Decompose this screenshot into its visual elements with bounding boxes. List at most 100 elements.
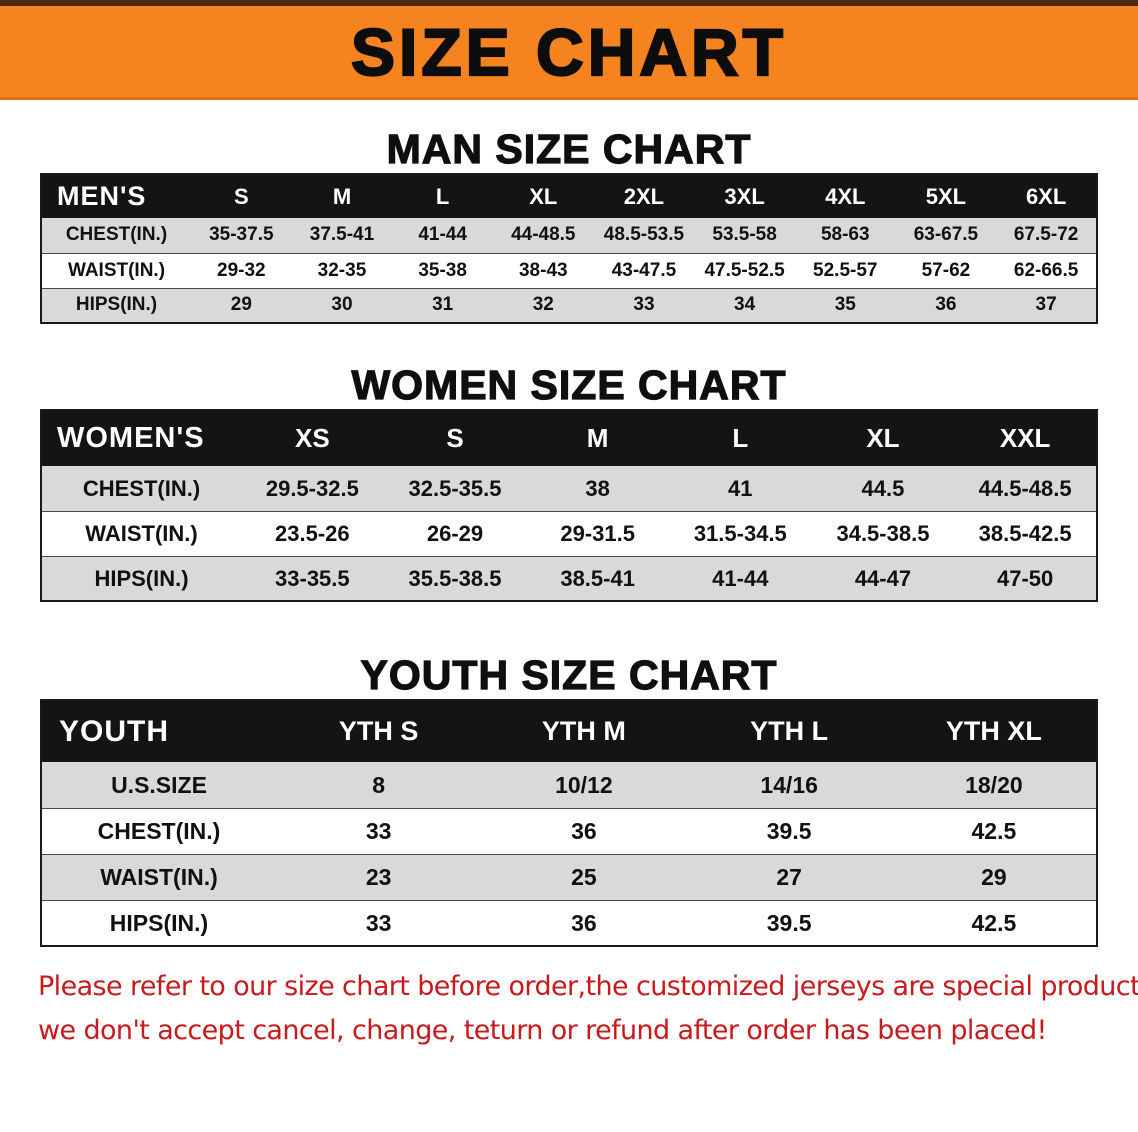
order-policy-note: Please refer to our size chart before or… bbox=[38, 965, 1138, 1051]
row-label: WAIST(IN.) bbox=[41, 854, 276, 901]
size-value: 47-50 bbox=[954, 556, 1097, 602]
row-label: HIPS(IN.) bbox=[41, 288, 191, 324]
size-value: 26-29 bbox=[383, 511, 527, 557]
size-value: 41 bbox=[668, 466, 812, 512]
size-value: 30 bbox=[291, 288, 393, 324]
size-column-header: 3XL bbox=[694, 174, 795, 219]
size-value: 8 bbox=[276, 762, 482, 809]
size-value: 44.5 bbox=[811, 466, 955, 512]
size-value: 35-37.5 bbox=[191, 218, 292, 254]
size-value: 44-48.5 bbox=[492, 218, 594, 254]
size-value: 42.5 bbox=[891, 808, 1097, 855]
table-row: CHEST(IN.) 29.5-32.5 32.5-35.5 38 41 44.5 44.5… bbox=[41, 466, 1097, 512]
banner-title: SIZE CHART bbox=[350, 14, 787, 89]
size-value: 33 bbox=[593, 288, 695, 324]
table-header-row: MEN'S S M L XL 2XL 3XL 4XL 5XL 6XL bbox=[41, 174, 1097, 219]
size-column-header: YTH M bbox=[481, 700, 687, 763]
size-value: 39.5 bbox=[686, 808, 892, 855]
table-row: HIPS(IN.) 33-35.5 35.5-38.5 38.5-41 41-44 44-… bbox=[41, 556, 1097, 602]
size-value: 23 bbox=[276, 854, 482, 901]
size-value: 29-32 bbox=[191, 253, 292, 289]
row-label: CHEST(IN.) bbox=[41, 808, 276, 855]
size-column-header: XXL bbox=[954, 410, 1097, 467]
size-column-header: 5XL bbox=[895, 174, 997, 219]
size-value: 38 bbox=[526, 466, 669, 512]
table-row: WAIST(IN.) 23 25 27 29 bbox=[41, 854, 1097, 901]
size-value: 43-47.5 bbox=[593, 253, 695, 289]
size-value: 29-31.5 bbox=[526, 511, 669, 557]
size-value: 35.5-38.5 bbox=[383, 556, 527, 602]
size-value: 33-35.5 bbox=[241, 556, 384, 602]
size-value: 33 bbox=[276, 900, 482, 947]
table-row: HIPS(IN.) 33 36 39.5 42.5 bbox=[41, 900, 1097, 947]
size-value: 35 bbox=[794, 288, 896, 324]
size-column-header: M bbox=[291, 174, 393, 219]
size-column-header: L bbox=[668, 410, 812, 467]
table-corner-label: WOMEN'S bbox=[41, 410, 241, 467]
size-value: 36 bbox=[481, 900, 687, 947]
size-value: 34.5-38.5 bbox=[811, 511, 955, 557]
youth-size-table: YOUTH YTH S YTH M YTH L YTH XL U.S.SIZE 8 10/12… bbox=[40, 699, 1098, 948]
size-value: 31 bbox=[392, 288, 493, 324]
size-column-header: S bbox=[383, 410, 527, 467]
table-row: WAIST(IN.) 29-32 32-35 35-38 38-43 43-47.5 47.… bbox=[41, 253, 1097, 289]
size-value: 53.5-58 bbox=[694, 218, 795, 254]
size-column-header: 4XL bbox=[794, 174, 896, 219]
table-row: CHEST(IN.) 33 36 39.5 42.5 bbox=[41, 808, 1097, 855]
size-column-header: 2XL bbox=[593, 174, 695, 219]
size-value: 36 bbox=[895, 288, 997, 324]
size-value: 67.5-72 bbox=[996, 218, 1097, 254]
size-value: 38.5-41 bbox=[526, 556, 669, 602]
table-header-row: WOMEN'S XS S M L XL XXL bbox=[41, 410, 1097, 467]
size-value: 25 bbox=[481, 854, 687, 901]
womens-size-table: WOMEN'S XS S M L XL XXL CHEST(IN.) 29.5-32.5 32.5… bbox=[40, 409, 1098, 603]
row-label: WAIST(IN.) bbox=[41, 511, 241, 557]
row-label: WAIST(IN.) bbox=[41, 253, 191, 289]
size-value: 41-44 bbox=[668, 556, 812, 602]
row-label: CHEST(IN.) bbox=[41, 218, 191, 254]
size-value: 32 bbox=[492, 288, 594, 324]
table-row: HIPS(IN.) 29 30 31 32 33 34 35 36 37 bbox=[41, 288, 1097, 324]
size-value: 33 bbox=[276, 808, 482, 855]
size-value: 63-67.5 bbox=[895, 218, 997, 254]
mens-size-table: MEN'S S M L XL 2XL 3XL 4XL 5XL 6XL CHEST(IN.) 35-37… bbox=[40, 173, 1098, 325]
size-value: 37 bbox=[996, 288, 1097, 324]
size-value: 38-43 bbox=[492, 253, 594, 289]
size-column-header: XL bbox=[492, 174, 594, 219]
size-value: 10/12 bbox=[481, 762, 687, 809]
youth-section-heading: YOUTH SIZE CHART bbox=[360, 652, 778, 699]
size-value: 38.5-42.5 bbox=[954, 511, 1097, 557]
size-value: 23.5-26 bbox=[241, 511, 384, 557]
size-column-header: YTH XL bbox=[891, 700, 1097, 763]
size-value: 44-47 bbox=[811, 556, 955, 602]
size-column-header: 6XL bbox=[996, 174, 1097, 219]
table-row: CHEST(IN.) 35-37.5 37.5-41 41-44 44-48.5 48.5… bbox=[41, 218, 1097, 254]
size-value: 39.5 bbox=[686, 900, 892, 947]
size-column-header: S bbox=[191, 174, 292, 219]
table-corner-label: YOUTH bbox=[41, 700, 276, 763]
size-value: 32.5-35.5 bbox=[383, 466, 527, 512]
size-value: 48.5-53.5 bbox=[593, 218, 695, 254]
row-label: CHEST(IN.) bbox=[41, 466, 241, 512]
size-value: 27 bbox=[686, 854, 892, 901]
size-value: 18/20 bbox=[891, 762, 1097, 809]
size-value: 42.5 bbox=[891, 900, 1097, 947]
row-label: HIPS(IN.) bbox=[41, 556, 241, 602]
size-column-header: XS bbox=[241, 410, 384, 467]
size-value: 31.5-34.5 bbox=[668, 511, 812, 557]
size-value: 47.5-52.5 bbox=[694, 253, 795, 289]
size-value: 29 bbox=[191, 288, 292, 324]
size-value: 37.5-41 bbox=[291, 218, 393, 254]
size-value: 32-35 bbox=[291, 253, 393, 289]
size-value: 14/16 bbox=[686, 762, 892, 809]
table-row: U.S.SIZE 8 10/12 14/16 18/20 bbox=[41, 762, 1097, 809]
size-column-header: YTH L bbox=[686, 700, 892, 763]
table-header-row: YOUTH YTH S YTH M YTH L YTH XL bbox=[41, 700, 1097, 763]
order-policy-line-2: we don't accept cancel, change, teturn o… bbox=[38, 1014, 1047, 1046]
size-column-header: XL bbox=[811, 410, 955, 467]
size-column-header: M bbox=[526, 410, 669, 467]
size-value: 52.5-57 bbox=[794, 253, 896, 289]
man-section-heading: MAN SIZE CHART bbox=[386, 125, 752, 172]
row-label: U.S.SIZE bbox=[41, 762, 276, 809]
size-chart-banner: SIZE CHART bbox=[0, 0, 1138, 100]
